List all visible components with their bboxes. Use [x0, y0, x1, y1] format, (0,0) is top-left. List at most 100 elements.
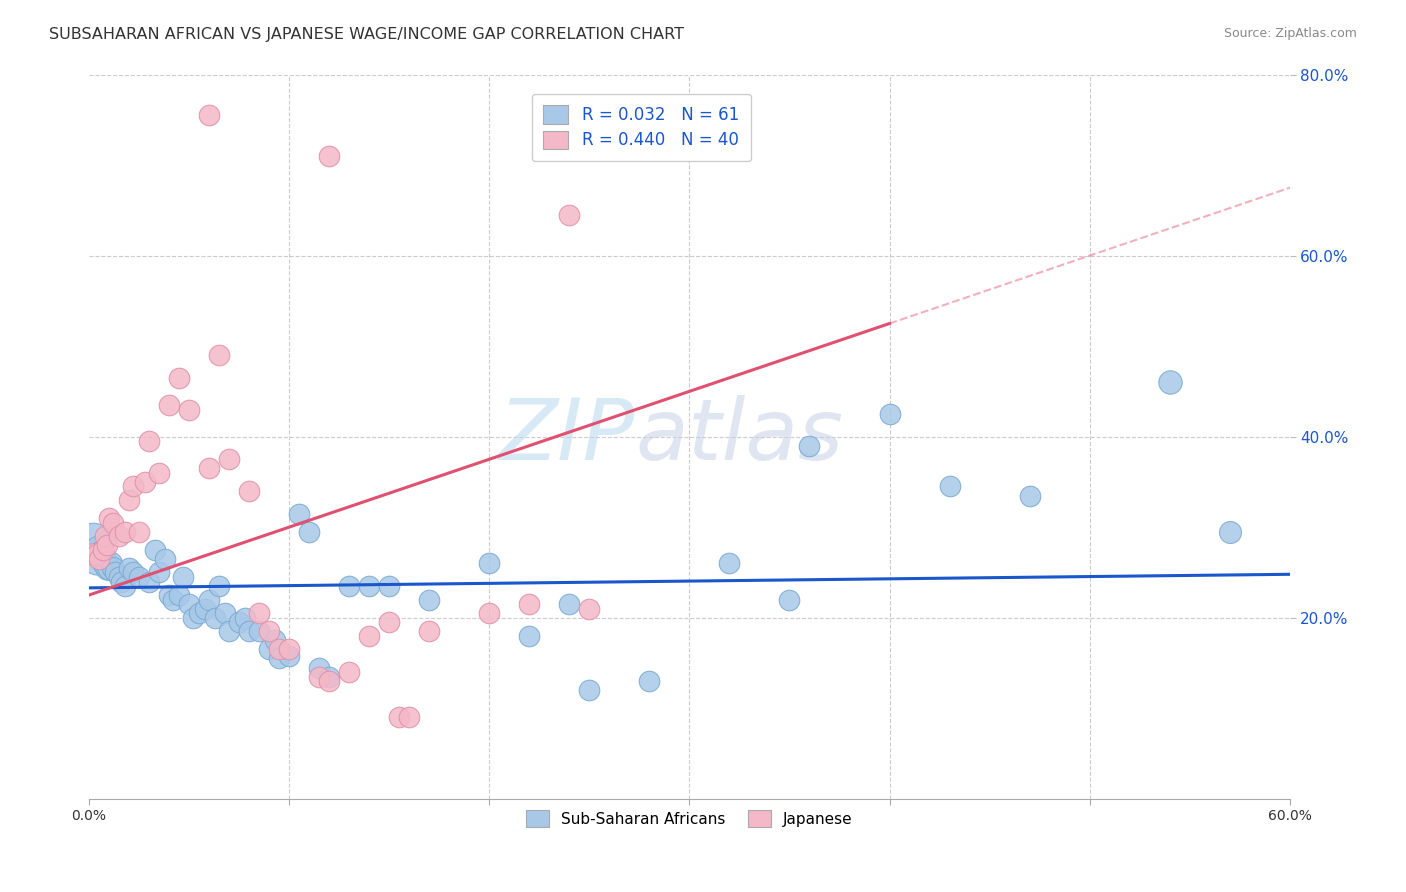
Point — [208, 348, 231, 362]
Point — [87, 552, 110, 566]
Point — [96, 538, 118, 552]
Point — [308, 660, 330, 674]
Point — [558, 208, 581, 222]
Point — [143, 542, 166, 557]
Point — [94, 529, 117, 543]
Point — [218, 452, 240, 467]
Point — [82, 547, 104, 561]
Point — [128, 570, 150, 584]
Point — [94, 557, 117, 571]
Point — [172, 570, 194, 584]
Point — [398, 710, 420, 724]
Point — [278, 642, 301, 657]
Point — [257, 624, 280, 639]
Point — [288, 507, 311, 521]
Point — [118, 561, 141, 575]
Point — [87, 542, 110, 557]
Point — [118, 493, 141, 508]
Point — [107, 570, 129, 584]
Point — [104, 566, 127, 580]
Point — [96, 561, 118, 575]
Point — [198, 461, 221, 475]
Point — [238, 483, 260, 498]
Point — [204, 611, 226, 625]
Point — [278, 648, 301, 663]
Point — [157, 588, 180, 602]
Point — [114, 524, 136, 539]
Point — [107, 529, 129, 543]
Point — [267, 651, 290, 665]
Point — [517, 597, 540, 611]
Point — [558, 597, 581, 611]
Point — [121, 566, 143, 580]
Point — [153, 552, 176, 566]
Point — [167, 588, 190, 602]
Point — [318, 149, 340, 163]
Point — [91, 542, 114, 557]
Point — [418, 592, 440, 607]
Point — [110, 574, 132, 589]
Point — [778, 592, 800, 607]
Point — [478, 557, 501, 571]
Legend: Sub-Saharan Africans, Japanese: Sub-Saharan Africans, Japanese — [517, 803, 860, 835]
Point — [128, 524, 150, 539]
Point — [517, 629, 540, 643]
Point — [578, 601, 600, 615]
Point — [86, 547, 108, 561]
Point — [578, 683, 600, 698]
Point — [228, 615, 250, 630]
Text: ZIP: ZIP — [499, 395, 636, 478]
Point — [378, 579, 401, 593]
Point — [879, 407, 901, 421]
Point — [187, 606, 209, 620]
Text: Source: ZipAtlas.com: Source: ZipAtlas.com — [1223, 27, 1357, 40]
Point — [148, 566, 170, 580]
Point — [100, 557, 122, 571]
Point — [91, 552, 114, 566]
Point — [97, 511, 120, 525]
Point — [318, 670, 340, 684]
Point — [82, 533, 104, 548]
Point — [114, 579, 136, 593]
Point — [177, 597, 200, 611]
Point — [308, 670, 330, 684]
Point — [162, 592, 184, 607]
Point — [198, 592, 221, 607]
Point — [97, 561, 120, 575]
Text: SUBSAHARAN AFRICAN VS JAPANESE WAGE/INCOME GAP CORRELATION CHART: SUBSAHARAN AFRICAN VS JAPANESE WAGE/INCO… — [49, 27, 685, 42]
Point — [233, 611, 256, 625]
Point — [799, 439, 821, 453]
Point — [198, 108, 221, 122]
Point — [337, 665, 360, 679]
Point — [298, 524, 321, 539]
Point — [138, 574, 160, 589]
Point — [208, 579, 231, 593]
Point — [1219, 524, 1241, 539]
Point — [101, 561, 124, 575]
Point — [138, 434, 160, 449]
Point — [264, 633, 287, 648]
Text: atlas: atlas — [636, 395, 844, 478]
Point — [478, 606, 501, 620]
Point — [181, 611, 204, 625]
Point — [214, 606, 236, 620]
Point — [357, 629, 380, 643]
Point — [418, 624, 440, 639]
Point — [148, 466, 170, 480]
Point — [86, 552, 108, 566]
Point — [318, 674, 340, 689]
Point — [357, 579, 380, 593]
Point — [121, 479, 143, 493]
Point — [337, 579, 360, 593]
Point — [177, 402, 200, 417]
Point — [378, 615, 401, 630]
Point — [1159, 376, 1181, 390]
Point — [218, 624, 240, 639]
Point — [938, 479, 960, 493]
Point — [638, 674, 661, 689]
Point — [388, 710, 411, 724]
Point — [238, 624, 260, 639]
Point — [718, 557, 741, 571]
Point — [247, 624, 270, 639]
Point — [194, 601, 217, 615]
